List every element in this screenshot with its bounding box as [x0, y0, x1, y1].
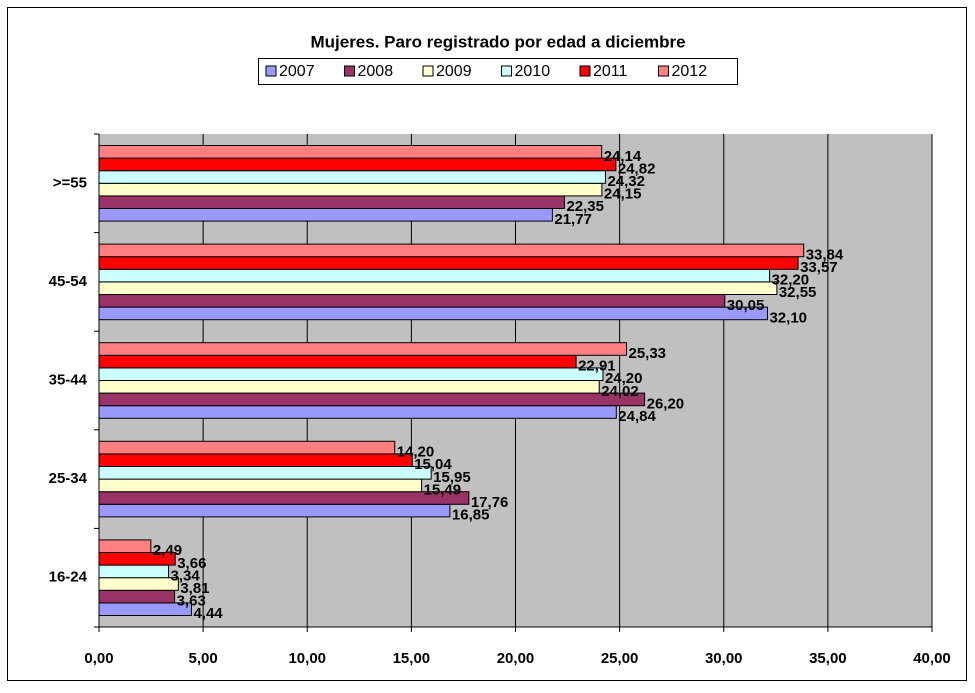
legend-label: 2010	[515, 63, 551, 80]
legend	[258, 58, 738, 85]
bar	[98, 380, 600, 394]
bar	[98, 367, 604, 381]
bar	[98, 182, 603, 197]
value-label: 33,57	[800, 259, 838, 276]
value-label: 25,33	[628, 345, 666, 362]
value-label: 15,04	[414, 456, 452, 473]
legend-label: 2008	[358, 63, 394, 80]
value-label: 3,81	[180, 580, 209, 597]
bar	[98, 281, 778, 295]
bar	[98, 589, 176, 604]
legend-swatch	[344, 65, 355, 77]
value-label: 17,76	[471, 494, 509, 511]
bar	[98, 157, 617, 172]
x-tick-label: 25,00	[601, 650, 639, 667]
bar	[98, 294, 726, 308]
value-label: 32,20	[772, 272, 810, 289]
value-label: 15,95	[433, 469, 471, 486]
value-label: 3,63	[177, 593, 206, 610]
x-tick-label: 20,00	[497, 650, 535, 667]
legend-swatch	[422, 65, 434, 77]
value-label: 24,20	[605, 370, 643, 387]
legend-label: 2012	[672, 63, 708, 80]
y-tick-label: >=55	[53, 174, 87, 191]
value-label: 26,20	[647, 395, 685, 412]
bar	[98, 392, 646, 407]
bar	[98, 503, 451, 518]
legend-label: 2009	[436, 63, 472, 80]
x-tick-label: 0,00	[84, 650, 113, 667]
value-label: 14,20	[397, 444, 435, 461]
value-label: 22,91	[578, 358, 616, 375]
value-label: 24,84	[618, 408, 656, 425]
x-tick-label: 10,00	[288, 650, 326, 667]
value-label: 16,85	[452, 507, 490, 524]
bar	[98, 170, 606, 184]
bar	[98, 256, 799, 270]
bar	[98, 243, 805, 258]
chart-title: Mujeres. Paro registrado por edad a dici…	[310, 32, 685, 51]
bar	[98, 268, 771, 283]
value-label: 33,84	[806, 246, 844, 263]
bar	[98, 539, 152, 554]
value-label: 24,14	[604, 148, 642, 165]
bar	[98, 478, 423, 493]
value-label: 32,10	[769, 309, 807, 326]
x-tick-label: 15,00	[393, 650, 431, 667]
bar	[98, 354, 577, 369]
y-tick-label: 16-24	[49, 569, 88, 586]
x-tick-label: 40,00	[913, 650, 951, 667]
bar	[98, 453, 413, 467]
value-label: 24,15	[604, 186, 642, 203]
value-label: 3,66	[177, 555, 206, 572]
bar	[98, 208, 553, 222]
value-label: 21,77	[554, 211, 592, 228]
x-tick-label: 5,00	[189, 650, 218, 667]
legend-label: 2007	[279, 63, 315, 80]
value-label: 24,02	[601, 383, 639, 400]
y-tick-label: 45-54	[49, 273, 88, 290]
bar	[98, 466, 432, 480]
bar	[98, 342, 627, 356]
bar	[98, 491, 470, 505]
bar	[98, 405, 617, 419]
bar	[98, 145, 603, 159]
bar	[98, 440, 396, 455]
legend-swatch	[579, 65, 591, 77]
y-tick-label: 35-44	[49, 371, 88, 388]
y-tick-label: 25-34	[49, 470, 88, 487]
value-label: 3,34	[171, 567, 201, 584]
value-label: 22,35	[566, 198, 604, 215]
bar	[98, 195, 565, 209]
value-label: 30,05	[727, 297, 765, 314]
bar	[98, 577, 179, 591]
legend-swatch	[265, 65, 277, 77]
value-label: 32,55	[779, 284, 817, 301]
value-label: 24,32	[607, 173, 645, 190]
legend-swatch	[501, 65, 512, 77]
value-label: 2,49	[153, 542, 182, 559]
value-label: 15,49	[424, 481, 462, 498]
legend-swatch	[658, 65, 669, 77]
value-label: 4,44	[193, 605, 223, 622]
legend-label: 2011	[593, 63, 628, 80]
x-tick-label: 30,00	[705, 650, 743, 667]
bar	[98, 306, 768, 321]
bar	[98, 564, 170, 579]
x-tick-label: 35,00	[809, 650, 847, 667]
value-label: 24,82	[618, 160, 656, 177]
